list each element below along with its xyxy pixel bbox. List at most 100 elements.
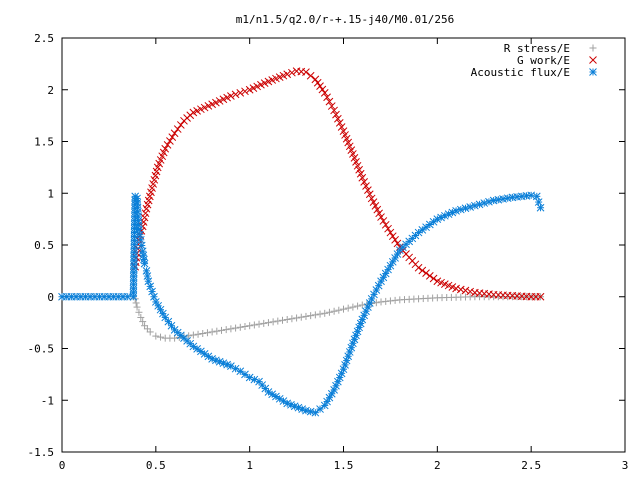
data-point: [532, 192, 541, 201]
data-point: [534, 198, 543, 206]
data-point: [194, 330, 202, 338]
data-point: [353, 161, 362, 170]
data-point: [356, 169, 365, 178]
data-point: [320, 89, 329, 97]
data-point: [241, 370, 249, 379]
legend-label-acoustic-flux: Acoustic flux/E: [471, 66, 570, 79]
data-point: [391, 296, 399, 304]
data-point: [384, 224, 392, 233]
y-tick-label: 0: [47, 291, 54, 304]
x-axis: 0 0.5 1 1.5 2 2.5 3: [59, 38, 628, 472]
data-point: [132, 299, 140, 307]
data-point: [345, 348, 354, 356]
data-point: [372, 299, 380, 307]
data-point: [157, 333, 165, 341]
data-point: [354, 302, 362, 310]
data-point: [307, 312, 315, 320]
data-point: [321, 309, 329, 317]
data-point: [360, 178, 368, 186]
data-point: [452, 284, 460, 293]
data-point: [414, 263, 423, 272]
data-point: [208, 328, 216, 336]
data-point: [332, 110, 340, 119]
x-tick-label: 1.5: [334, 459, 354, 472]
legend-markers: [589, 44, 597, 76]
data-point: [313, 78, 322, 87]
data-point: [170, 129, 179, 138]
data-point: [193, 107, 201, 115]
data-point: [189, 331, 197, 339]
x-tick-label: 0: [59, 459, 66, 472]
data-point: [208, 100, 216, 109]
data-point: [246, 322, 254, 330]
data-point: [200, 103, 209, 112]
data-point: [260, 319, 268, 327]
data-point: [388, 257, 397, 266]
data-point: [480, 199, 489, 207]
data-point: [306, 71, 315, 80]
data-point: [166, 137, 174, 145]
data-point: [381, 220, 390, 229]
data-point: [144, 277, 153, 286]
y-tick-label: -1.5: [28, 446, 55, 459]
data-point: [164, 317, 173, 326]
data-point: [215, 97, 224, 105]
data-point: [231, 90, 240, 99]
data-point: [335, 306, 343, 314]
data-point: [382, 297, 390, 305]
data-point: [197, 105, 205, 114]
data-point: [204, 102, 213, 110]
data-point: [250, 321, 258, 329]
plot-frame: [61, 37, 626, 453]
data-point: [365, 190, 374, 199]
data-point: [494, 195, 503, 204]
data-point: [219, 95, 228, 104]
data-point: [236, 367, 245, 376]
data-point: [337, 123, 346, 131]
data-point: [203, 329, 211, 337]
data-point: [137, 241, 146, 250]
data-point: [227, 92, 235, 100]
y-tick-label: 2.5: [34, 32, 54, 45]
data-point: [327, 102, 336, 110]
data-point: [466, 287, 475, 296]
data-point: [146, 328, 154, 336]
data-point: [536, 292, 545, 301]
x-tick-label: 2.5: [521, 459, 541, 472]
data-point: [161, 313, 170, 322]
data-point: [536, 203, 545, 212]
data-point: [152, 332, 160, 340]
data-point: [260, 79, 269, 87]
data-point: [148, 287, 156, 296]
data-point: [330, 106, 338, 115]
data-point: [341, 361, 349, 369]
data-point: [189, 108, 198, 117]
series-g-work: [131, 67, 545, 301]
data-point: [461, 286, 470, 295]
data-point: [386, 297, 394, 305]
data-point: [146, 282, 155, 291]
data-point: [371, 202, 380, 210]
x-tick-label: 0.5: [146, 459, 166, 472]
data-point: [133, 303, 141, 311]
data-point: [167, 321, 176, 330]
y-tick-label: 1: [47, 187, 54, 200]
data-point: [499, 195, 507, 203]
data-point: [236, 323, 244, 331]
data-point: [264, 319, 272, 327]
data-point: [489, 196, 498, 205]
data-point: [163, 141, 172, 149]
data-point: [161, 144, 170, 153]
data-point: [257, 80, 265, 89]
data-point: [306, 407, 315, 416]
data-point: [218, 326, 226, 334]
data-point: [323, 93, 331, 102]
series-layer: [58, 67, 545, 417]
data-point: [344, 352, 353, 361]
data-point: [274, 317, 282, 325]
data-point: [255, 320, 263, 328]
data-point: [367, 194, 376, 203]
legend-marker: [589, 44, 597, 52]
data-point: [279, 316, 287, 324]
data-point: [456, 285, 465, 294]
